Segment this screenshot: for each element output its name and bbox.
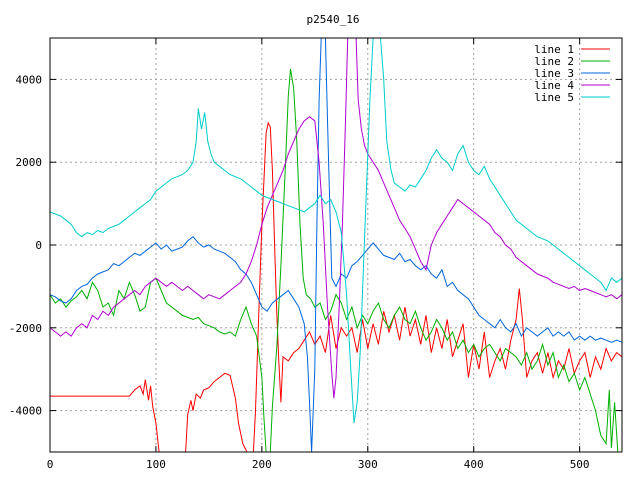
series-line-5 [50,38,622,424]
series-line-4 [50,38,622,399]
x-tick-label: 0 [47,458,54,471]
legend-label-5: line 5 [534,91,574,104]
y-tick-label: -2000 [9,322,42,335]
x-tick-label: 100 [146,458,166,471]
y-tick-label: 0 [35,239,42,252]
series-line-3 [50,38,622,452]
y-tick-label: 2000 [16,156,43,169]
x-tick-label: 500 [570,458,590,471]
x-tick-label: 300 [358,458,378,471]
x-tick-label: 200 [252,458,272,471]
series-line-1 [50,121,622,452]
legend-label-3: line 3 [534,67,574,80]
y-tick-label: 4000 [16,73,43,86]
legend-label-1: line 1 [534,43,574,56]
y-tick-label: -4000 [9,405,42,418]
series-line-2 [50,68,622,452]
x-tick-label: 400 [464,458,484,471]
axis-ticks: 0 100 200 300 400 500 -4000 -2000 0 2000 4000 [9,38,622,471]
legend-label-4: line 4 [534,79,574,92]
chart-title: p2540_16 [307,13,360,26]
series-group [50,38,622,452]
legend-label-2: line 2 [534,55,574,68]
